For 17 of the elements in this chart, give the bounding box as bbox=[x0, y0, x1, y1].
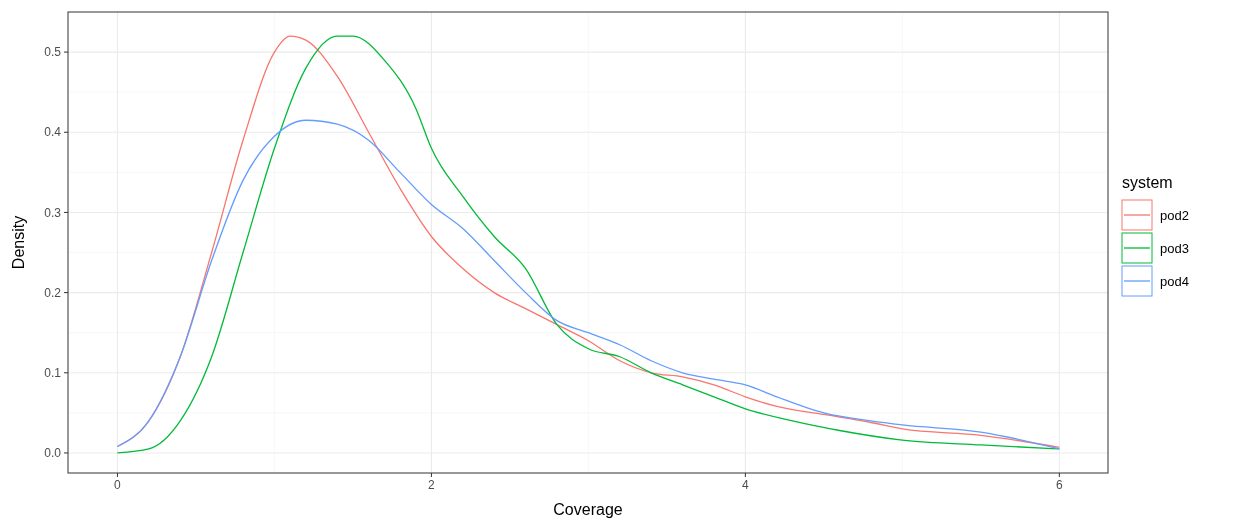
x-tick-label: 4 bbox=[742, 478, 750, 492]
y-axis-title: Density bbox=[10, 215, 27, 270]
x-tick-label: 6 bbox=[1055, 478, 1063, 492]
legend-label: pod4 bbox=[1160, 273, 1189, 289]
y-tick-label: 0.3 bbox=[44, 205, 62, 220]
y-tick-label: 0.5 bbox=[44, 45, 62, 60]
x-tick-label: 0 bbox=[114, 478, 122, 492]
line-series bbox=[116, 119, 1060, 450]
y-tick-label: 0.1 bbox=[44, 365, 62, 380]
y-tick-label: 0.2 bbox=[44, 285, 62, 300]
legend-label: pod3 bbox=[1160, 240, 1189, 256]
x-tick-label: 2 bbox=[428, 478, 436, 492]
y-tick-label: 0.0 bbox=[44, 446, 62, 461]
y-tick-label: 0.4 bbox=[44, 125, 62, 140]
legend-title: system bbox=[1122, 174, 1173, 191]
legend-label: pod2 bbox=[1160, 207, 1189, 223]
x-axis-title: Coverage bbox=[553, 501, 623, 518]
